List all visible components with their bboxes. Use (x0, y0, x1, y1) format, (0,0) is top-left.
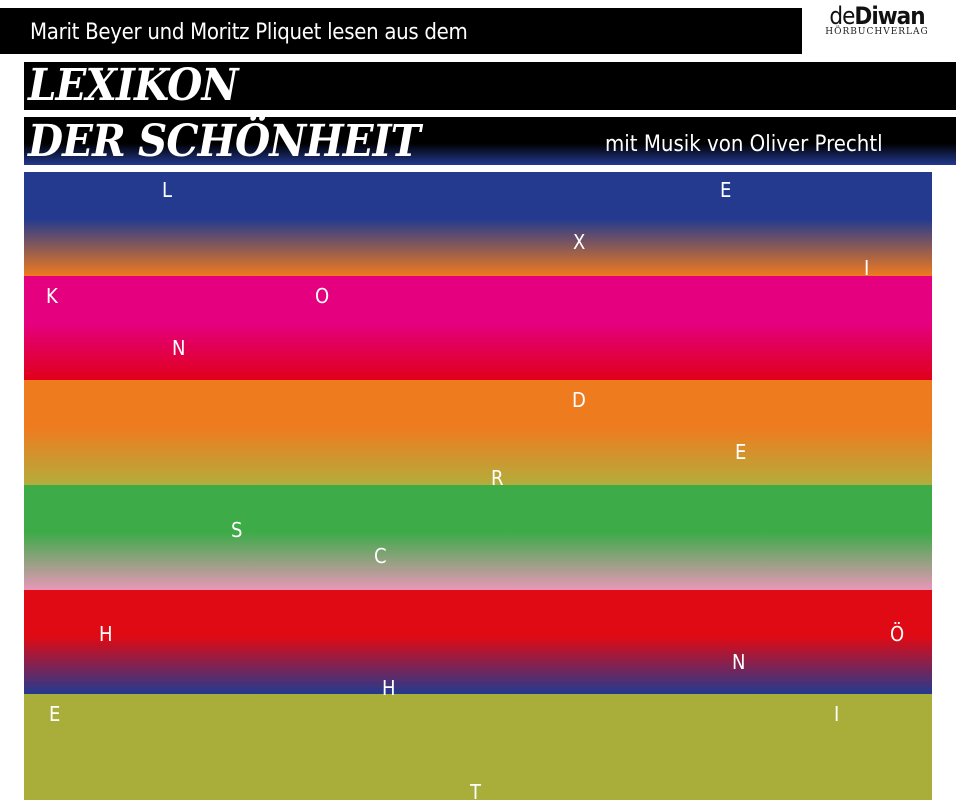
letter: S (231, 518, 243, 542)
letter: H (99, 622, 113, 646)
letter: L (162, 178, 173, 202)
letter: N (172, 336, 186, 360)
letter: X (573, 230, 586, 254)
letter: E (49, 702, 61, 726)
color-band (24, 172, 932, 276)
letter: R (491, 466, 504, 490)
logo-de: de (829, 2, 855, 30)
color-band (24, 485, 932, 590)
letter: I (834, 702, 840, 726)
letter: E (720, 178, 732, 202)
color-band (24, 276, 932, 380)
letter: I (864, 256, 870, 280)
letter: N (732, 650, 746, 674)
letter: K (46, 284, 58, 308)
letter: D (572, 388, 586, 412)
letter: E (735, 440, 747, 464)
color-band (24, 380, 932, 485)
title-line-1: LEXIKON (28, 60, 239, 111)
letter: H (382, 676, 396, 700)
title-bar (24, 62, 956, 110)
logo-subtitle: HÖRBUCHVERLAG (825, 27, 929, 37)
title-line-2: DER SCHÖNHEIT (28, 116, 421, 167)
letter: Ö (890, 622, 905, 646)
color-band (24, 590, 932, 694)
publisher-logo: deDiwan HÖRBUCHVERLAG (812, 2, 942, 37)
letter: T (470, 780, 481, 804)
subtitle: Marit Beyer und Moritz Pliquet lesen aus… (30, 20, 468, 45)
letter: O (315, 284, 330, 308)
music-credit: mit Musik von Oliver Prechtl (605, 132, 883, 157)
color-band (24, 694, 932, 800)
title-bar (24, 117, 956, 165)
letter: C (374, 544, 387, 568)
subtitle-bar (0, 8, 802, 54)
logo-diwan: Diwan (854, 2, 925, 30)
